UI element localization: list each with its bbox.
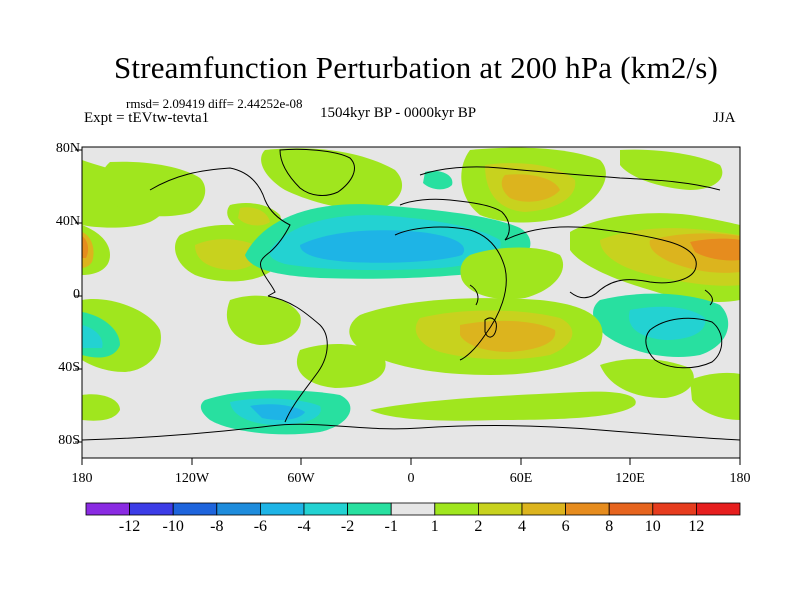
axis-ticks <box>75 149 741 465</box>
lon-label-120w: 120W <box>174 471 210 486</box>
lat-label-40n: 40N <box>55 214 80 229</box>
contour-fills <box>82 147 740 435</box>
colorbar-swatch <box>347 502 392 516</box>
colorbar-swatch <box>565 502 610 516</box>
colorbar-swatch <box>434 502 479 516</box>
chart-title: Streamfunction Perturbation at 200 hPa (… <box>113 50 719 85</box>
coastlines <box>82 148 740 441</box>
colorbar-label: 1 <box>430 518 439 535</box>
colorbar-label: -6 <box>253 518 268 535</box>
colorbar-swatch <box>216 502 261 516</box>
period-label: 1504kyr BP - 0000kyr BP <box>320 105 477 121</box>
colorbar-swatch <box>303 502 348 516</box>
colorbar-swatch <box>608 502 654 516</box>
colorbar-swatch <box>85 502 130 516</box>
colorbar-label: -2 <box>340 518 355 535</box>
colorbar <box>85 502 741 516</box>
lon-label-0: 0 <box>407 471 415 486</box>
colorbar-label: -1 <box>384 518 398 535</box>
colorbar-swatch <box>477 502 523 516</box>
colorbar-swatch <box>172 502 218 516</box>
lon-label-120e: 120E <box>615 471 645 486</box>
experiment-label: Expt = tEVtw-tevta1 <box>84 110 210 126</box>
lat-label-eq: 0 <box>73 287 80 302</box>
colorbar-label: -12 <box>118 518 141 535</box>
colorbar-label: -10 <box>162 518 184 535</box>
lon-label-60w: 60W <box>287 471 315 486</box>
lon-label-60e: 60E <box>509 471 533 486</box>
colorbar-label: 2 <box>474 518 483 535</box>
rmsd-diff-stats: rmsd= 2.09419 diff= 2.44252e-08 <box>126 96 303 111</box>
lon-label-180w: 180 <box>71 471 93 486</box>
colorbar-label: 10 <box>644 518 661 535</box>
colorbar-label: 8 <box>605 518 614 535</box>
colorbar-swatch <box>129 502 174 516</box>
colorbar-label: 4 <box>518 518 526 535</box>
colorbar-swatch <box>259 502 305 516</box>
season-label: JJA <box>713 110 736 126</box>
colorbar-label: 6 <box>561 518 570 535</box>
colorbar-label: -4 <box>297 518 311 535</box>
colorbar-label: -8 <box>210 518 224 535</box>
colorbar-swatch <box>696 502 741 516</box>
colorbar-label: 12 <box>688 518 705 535</box>
lat-label-80s: 80S <box>58 433 80 448</box>
colorbar-swatch <box>652 502 697 516</box>
lat-label-80n: 80N <box>55 141 80 156</box>
colorbar-swatch <box>521 502 566 516</box>
colorbar-swatch <box>390 502 436 516</box>
map-panel <box>75 146 741 465</box>
lat-label-40s: 40S <box>58 360 80 375</box>
lon-label-180e: 180 <box>729 471 751 486</box>
